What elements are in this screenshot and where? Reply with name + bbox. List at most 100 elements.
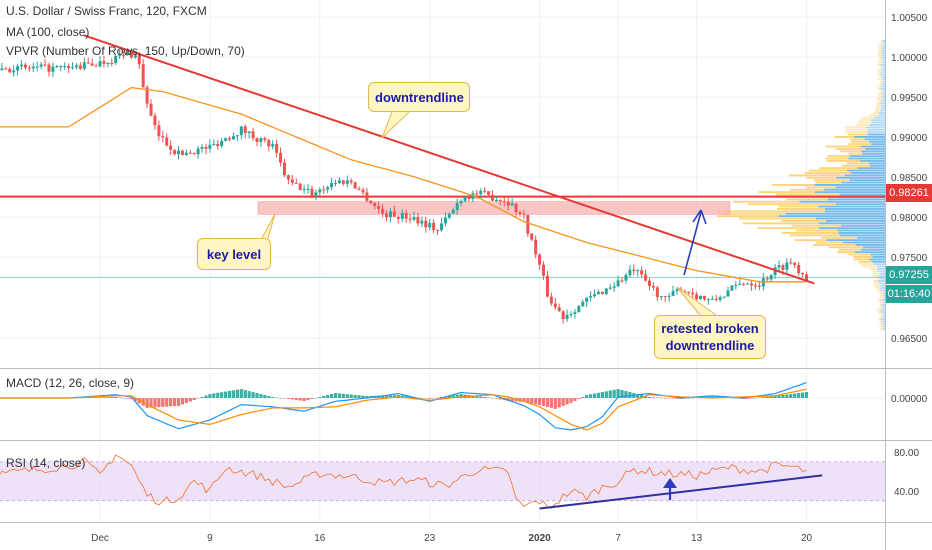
macd-histogram-bar: [271, 397, 275, 398]
candle-body: [785, 262, 789, 270]
candle-body: [71, 67, 75, 69]
candle-body: [177, 150, 180, 155]
candle-body: [39, 64, 43, 67]
vpvr-down-row: [781, 232, 839, 234]
candle-body: [581, 301, 585, 307]
macd-histogram-bar: [365, 396, 369, 398]
vpvr-down-row: [789, 234, 840, 237]
macd-histogram-bar: [761, 397, 765, 398]
vpvr-up-row: [883, 328, 885, 330]
candle-body: [702, 295, 706, 300]
macd-histogram-bar: [553, 398, 557, 409]
macd-histogram-bar: [541, 398, 546, 406]
vpvr-down-row: [874, 109, 880, 112]
candle-body: [773, 267, 777, 275]
vpvr-up-row: [867, 133, 885, 136]
candle-body: [432, 222, 436, 230]
vpvr-down-row: [879, 47, 882, 50]
candle-body: [259, 138, 263, 142]
vpvr-up-row: [839, 234, 885, 237]
candle-body: [165, 137, 169, 146]
candle-body: [620, 280, 624, 282]
macd-histogram-bar: [86, 397, 90, 399]
vpvr-down-row: [813, 179, 850, 182]
macd-histogram-bar: [90, 397, 94, 399]
rsi-legend[interactable]: RSI (14, close): [6, 456, 86, 470]
macd-legend[interactable]: MACD (12, 26, close, 9): [6, 376, 135, 390]
macd-histogram-bar: [612, 389, 616, 398]
macd-histogram-bar: [353, 394, 357, 398]
macd-histogram-bar: [251, 392, 255, 398]
macd-histogram-bar: [290, 398, 294, 400]
retest-callout[interactable]: retested broken downtrendline: [654, 315, 766, 359]
vpvr-up-row: [879, 102, 885, 105]
candle-body: [12, 70, 16, 73]
candle-body: [424, 220, 428, 228]
downtrendline-callout[interactable]: downtrendline: [368, 82, 470, 112]
vpvr-down-row: [879, 42, 883, 45]
ma-legend[interactable]: MA (100, close): [6, 25, 90, 39]
projection-arrow-head: [692, 209, 707, 225]
macd-histogram-bar: [384, 395, 389, 398]
macd-histogram-bar: [381, 395, 385, 398]
candle-body: [200, 146, 204, 149]
candle-body: [687, 291, 691, 293]
candle-body: [224, 138, 228, 141]
vpvr-down-row: [875, 107, 881, 110]
vpvr-down-row: [838, 248, 861, 251]
candle-body: [577, 306, 581, 313]
candle-body: [392, 211, 396, 217]
vpvr-down-row: [772, 184, 815, 186]
candle-body: [141, 64, 145, 88]
vpvr-up-row: [814, 184, 885, 186]
macd-histogram-bar: [435, 397, 440, 399]
time-tick-label: Dec: [91, 533, 109, 544]
vpvr-down-row: [869, 268, 878, 270]
candle-body: [769, 274, 773, 280]
macd-histogram-bar: [326, 395, 330, 398]
macd-histogram-bar: [804, 392, 809, 398]
candle-body: [596, 291, 600, 295]
vpvr-up-row: [877, 270, 885, 273]
vpvr-down-row: [878, 100, 882, 102]
vpvr-down-row: [847, 133, 868, 136]
macd-histogram-bar: [486, 397, 491, 399]
vpvr-down-row: [808, 169, 848, 172]
candle-body: [282, 162, 286, 176]
candle-body: [51, 66, 55, 72]
macd-histogram-bar: [530, 398, 534, 404]
macd-histogram-bar: [345, 394, 349, 398]
vpvr-down-row: [795, 229, 838, 232]
vpvr-down-row: [875, 287, 881, 290]
candle-body: [275, 144, 279, 153]
macd-histogram-bar: [82, 397, 86, 399]
macd-histogram-bar: [267, 396, 271, 398]
vpvr-up-row: [825, 220, 885, 222]
macd-histogram-bar: [757, 397, 761, 399]
vpvr-up-row: [827, 198, 885, 201]
macd-histogram-bar: [506, 398, 510, 401]
candle-body: [377, 206, 381, 209]
vpvr-legend[interactable]: VPVR (Number Of Rows, 150, Up/Down, 70): [6, 44, 245, 58]
macd-histogram-bar: [636, 394, 640, 398]
key-level-callout[interactable]: key level: [197, 238, 271, 270]
vpvr-down-row: [877, 85, 881, 88]
candle-body: [565, 314, 569, 319]
candle-body: [722, 296, 726, 298]
vpvr-up-row: [869, 164, 885, 167]
macd-histogram-bar: [145, 398, 149, 408]
macd-histogram-bar: [640, 395, 644, 398]
vpvr-down-row: [879, 301, 883, 304]
symbol-title: U.S. Dollar / Swiss Franc, 120, FXCM: [6, 4, 207, 18]
candle-body: [196, 148, 200, 155]
candle-body: [738, 283, 742, 285]
macd-histogram-bar: [188, 398, 192, 402]
candle-body: [263, 138, 267, 141]
vpvr-up-row: [862, 152, 885, 155]
candle-body: [436, 229, 440, 231]
macd-histogram-bar: [663, 398, 667, 399]
candle-body: [133, 55, 137, 58]
macd-histogram-bar: [643, 396, 648, 398]
candle-body: [326, 187, 330, 190]
vpvr-up-row: [864, 138, 885, 141]
